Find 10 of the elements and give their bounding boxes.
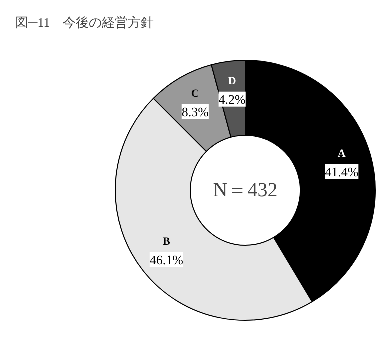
slice-label: C bbox=[191, 88, 200, 100]
data-label: 41.4% bbox=[325, 164, 359, 180]
slice-label: B bbox=[163, 236, 172, 248]
data-label: 46.1% bbox=[150, 252, 184, 268]
data-label: 4.2% bbox=[218, 92, 246, 107]
slice-label: A bbox=[338, 148, 346, 160]
chart-title: 図─11 今後の経営方針 bbox=[16, 15, 154, 30]
slice-label: D bbox=[228, 75, 236, 88]
data-label: 8.3% bbox=[182, 104, 210, 120]
text: N＝432 bbox=[213, 180, 278, 202]
